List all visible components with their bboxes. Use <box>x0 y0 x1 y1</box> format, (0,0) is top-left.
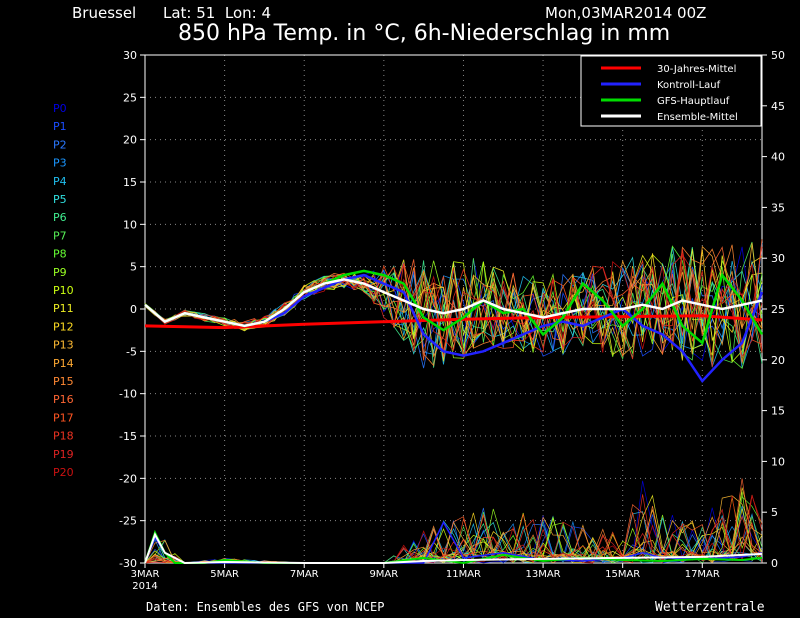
member-label: P4 <box>53 175 67 188</box>
member-precip-line <box>144 487 763 564</box>
member-label: P3 <box>53 157 67 170</box>
legend-label: GFS-Hauptlauf <box>657 96 730 107</box>
x-tick-label: 7MAR <box>290 569 319 580</box>
ensemble-mean-line <box>144 278 763 328</box>
ensemble-members <box>144 239 763 564</box>
series-lines <box>144 269 764 565</box>
axes: 302520151050-5-10-15-20-25-3050454035302… <box>119 49 785 592</box>
member-label: P20 <box>53 466 74 479</box>
member-label: P1 <box>53 120 67 133</box>
member-temp-line <box>144 252 763 358</box>
member-label: P8 <box>53 248 67 261</box>
left-tick-label: -15 <box>119 430 137 443</box>
left-tick-label: -25 <box>119 515 137 528</box>
member-label: P19 <box>53 448 74 461</box>
coords-label: Lat: 51 Lon: 4 <box>163 4 271 22</box>
left-tick-label: 0 <box>130 303 137 316</box>
right-tick-label: 25 <box>771 303 785 316</box>
right-tick-label: 40 <box>771 151 785 164</box>
x-tick-label: 17MAR <box>685 569 720 580</box>
left-tick-label: 15 <box>123 176 137 189</box>
climatology-line <box>144 314 763 330</box>
right-tick-label: 35 <box>771 201 785 214</box>
member-label: P17 <box>53 411 74 424</box>
data-source-label: Daten: Ensembles des GFS von NCEP <box>146 600 384 614</box>
run-label: Mon,03MAR2014 00Z <box>545 4 706 22</box>
member-label: P13 <box>53 339 74 352</box>
right-tick-label: 50 <box>771 49 785 62</box>
left-tick-label: -30 <box>119 557 137 570</box>
left-tick-label: -5 <box>126 345 137 358</box>
member-label: P12 <box>53 320 74 333</box>
right-tick-label: 15 <box>771 405 785 418</box>
x-tick-label: 13MAR <box>525 569 560 580</box>
x-year-label: 2014 <box>132 581 157 592</box>
member-label: P14 <box>53 357 74 370</box>
left-tick-label: 25 <box>123 91 137 104</box>
member-temp-line <box>144 239 763 363</box>
legend-label: Ensemble-Mittel <box>657 112 738 123</box>
left-tick-label: -10 <box>119 388 137 401</box>
chart-title: 850 hPa Temp. in °C, 6h-Niederschlag in … <box>178 21 670 46</box>
legend: 30-Jahres-Mittel Kontroll-Lauf GFS-Hauptla… <box>580 55 762 127</box>
precip-mean-line <box>144 532 763 565</box>
legend-label: Kontroll-Lauf <box>657 80 721 91</box>
brand-label: Wetterzentrale <box>655 600 765 615</box>
member-label: P2 <box>53 138 67 151</box>
member-label: P16 <box>53 393 74 406</box>
x-tick-label: 9MAR <box>369 569 398 580</box>
right-tick-label: 10 <box>771 455 785 468</box>
right-tick-label: 45 <box>771 100 785 113</box>
member-labels: P0 P1 P2 P3 P4 P5 P6 P7 P8 P9 P10 P11 P12 P13 P14 P15 P1… <box>53 102 74 479</box>
left-tick-label: 30 <box>123 49 137 62</box>
right-tick-label: 5 <box>771 506 778 519</box>
member-label: P10 <box>53 284 74 297</box>
member-precip-line <box>144 513 763 564</box>
member-label: P5 <box>53 193 67 206</box>
legend-label: 30-Jahres-Mittel <box>657 64 736 75</box>
left-tick-label: 10 <box>123 218 137 231</box>
member-label: P15 <box>53 375 74 388</box>
member-label: P11 <box>53 302 74 315</box>
member-label: P0 <box>53 102 67 115</box>
right-tick-label: 0 <box>771 557 778 570</box>
right-tick-label: 20 <box>771 354 785 367</box>
left-tick-label: 20 <box>123 134 137 147</box>
location-label: Bruessel <box>72 4 136 22</box>
right-tick-label: 30 <box>771 252 785 265</box>
x-tick-label: 3MAR <box>131 569 160 580</box>
x-tick-label: 5MAR <box>210 569 239 580</box>
member-label: P9 <box>53 266 67 279</box>
x-tick-label: 15MAR <box>605 569 640 580</box>
left-tick-label: -20 <box>119 472 137 485</box>
member-label: P7 <box>53 229 67 242</box>
member-label: P18 <box>53 430 74 443</box>
x-tick-label: 11MAR <box>446 569 481 580</box>
member-label: P6 <box>53 211 67 224</box>
left-tick-label: 5 <box>130 261 137 274</box>
